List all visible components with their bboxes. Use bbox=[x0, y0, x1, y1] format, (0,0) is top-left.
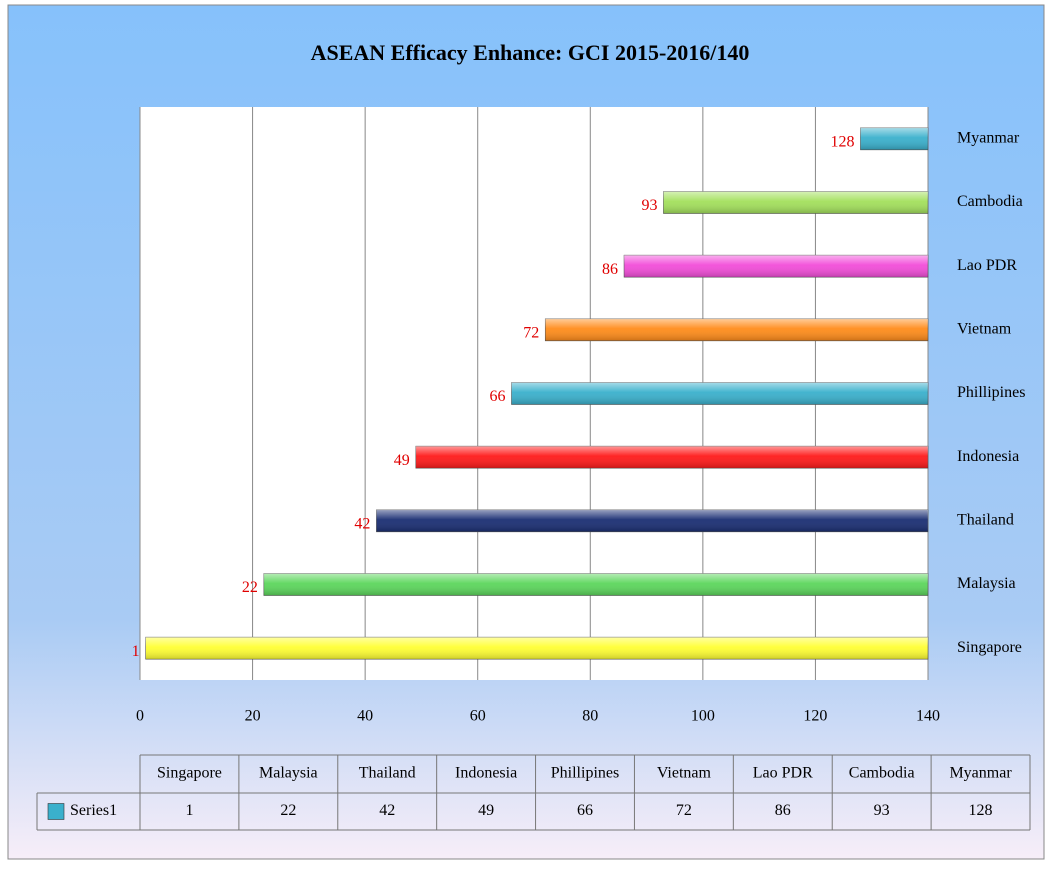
table-header: Thailand bbox=[359, 765, 416, 782]
table-value: 1 bbox=[185, 802, 193, 819]
table-header: Vietnam bbox=[657, 765, 712, 782]
bar-shine bbox=[376, 509, 928, 532]
table-value: 22 bbox=[280, 802, 296, 819]
table-header: Malaysia bbox=[259, 765, 318, 782]
category-label: Thailand bbox=[957, 512, 1014, 529]
legend-key bbox=[47, 803, 65, 820]
table-header: Lao PDR bbox=[753, 765, 813, 782]
x-tick-label: 0 bbox=[136, 708, 144, 725]
table-value: 72 bbox=[676, 802, 692, 819]
bar-shine bbox=[624, 255, 928, 278]
category-label: Myanmar bbox=[957, 130, 1020, 147]
table-header: Singapore bbox=[157, 765, 222, 782]
value-label: 66 bbox=[489, 388, 505, 405]
value-label: 22 bbox=[242, 579, 258, 596]
table-header: Myanmar bbox=[949, 765, 1012, 782]
value-label: 86 bbox=[602, 261, 618, 278]
value-label: 1 bbox=[132, 643, 140, 660]
category-label: Lao PDR bbox=[957, 257, 1017, 274]
x-tick-label: 140 bbox=[916, 708, 940, 725]
table-value: 93 bbox=[874, 802, 890, 819]
category-label: Singapore bbox=[957, 639, 1022, 656]
bar-shine bbox=[511, 382, 928, 405]
bar-shine bbox=[145, 637, 929, 660]
x-tick-label: 80 bbox=[582, 708, 598, 725]
table-value: 42 bbox=[379, 802, 395, 819]
value-label: 128 bbox=[830, 134, 854, 151]
x-tick-label: 20 bbox=[245, 708, 261, 725]
category-label: Malaysia bbox=[957, 575, 1016, 592]
bar-shine bbox=[263, 573, 928, 596]
category-label: Phillipines bbox=[957, 384, 1025, 401]
value-label: 72 bbox=[523, 325, 539, 342]
legend-label: Series1 bbox=[70, 802, 117, 819]
table-value: 66 bbox=[577, 802, 593, 819]
table-value: 128 bbox=[969, 802, 993, 819]
bar-shine bbox=[415, 446, 928, 469]
value-label: 49 bbox=[394, 452, 410, 469]
category-label: Cambodia bbox=[957, 193, 1023, 210]
bar-shine bbox=[545, 318, 928, 341]
table-value: 49 bbox=[478, 802, 494, 819]
table-header: Indonesia bbox=[455, 765, 517, 782]
table-value: 86 bbox=[775, 802, 791, 819]
x-tick-label: 100 bbox=[691, 708, 715, 725]
category-label: Vietnam bbox=[957, 321, 1012, 338]
bar-shine bbox=[860, 127, 928, 150]
table-header: Phillipines bbox=[551, 765, 619, 782]
category-label: Indonesia bbox=[957, 448, 1019, 465]
x-tick-label: 120 bbox=[803, 708, 827, 725]
x-tick-label: 60 bbox=[470, 708, 486, 725]
bar-shine bbox=[663, 191, 928, 214]
table-header: Cambodia bbox=[849, 765, 915, 782]
value-label: 42 bbox=[354, 516, 370, 533]
chart-title: ASEAN Efficacy Enhance: GCI 2015-2016/14… bbox=[311, 40, 750, 65]
x-tick-label: 40 bbox=[357, 708, 373, 725]
value-label: 93 bbox=[641, 197, 657, 214]
